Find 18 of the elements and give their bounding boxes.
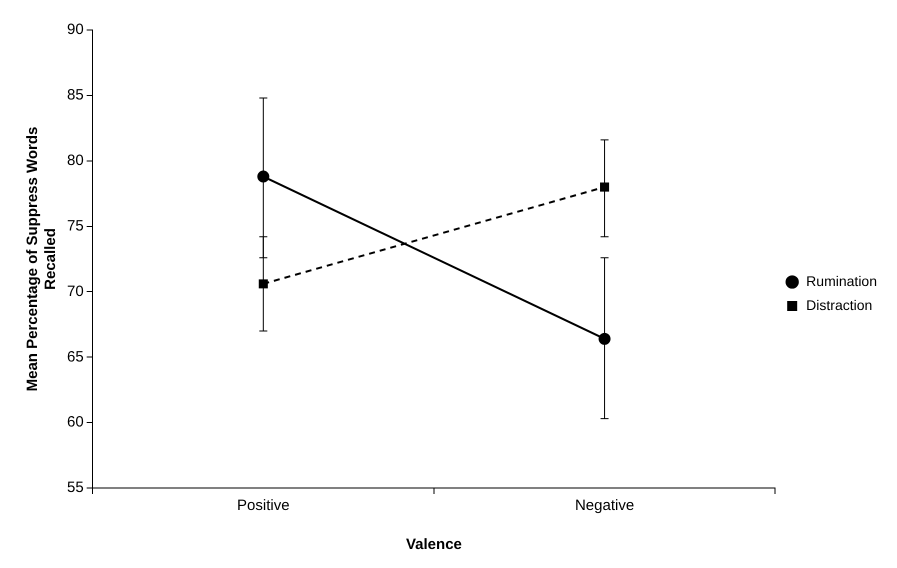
point [600,182,610,192]
x-axis-title: Valence [406,536,462,554]
y-tick-label: 80 [66,152,84,169]
y-tick-label: 70 [66,282,84,300]
y-tick-label: 55 [66,479,84,496]
y-tick-label: 85 [66,86,84,104]
y-tick-label: 60 [66,414,84,431]
y-tick-label: 90 [66,21,84,38]
y-axis-title: Mean Percentage of Suppress Words Recalled [24,126,60,392]
x-tick-label: Negative [574,497,634,514]
point [257,170,270,183]
y-tick-label: 65 [66,348,84,366]
point [598,332,611,345]
legend-label: Rumination [806,272,878,289]
legend-label: Distraction [806,296,872,313]
y-tick-label: 75 [66,217,84,234]
point [258,279,268,288]
x-tick-label: Positive [237,497,290,514]
